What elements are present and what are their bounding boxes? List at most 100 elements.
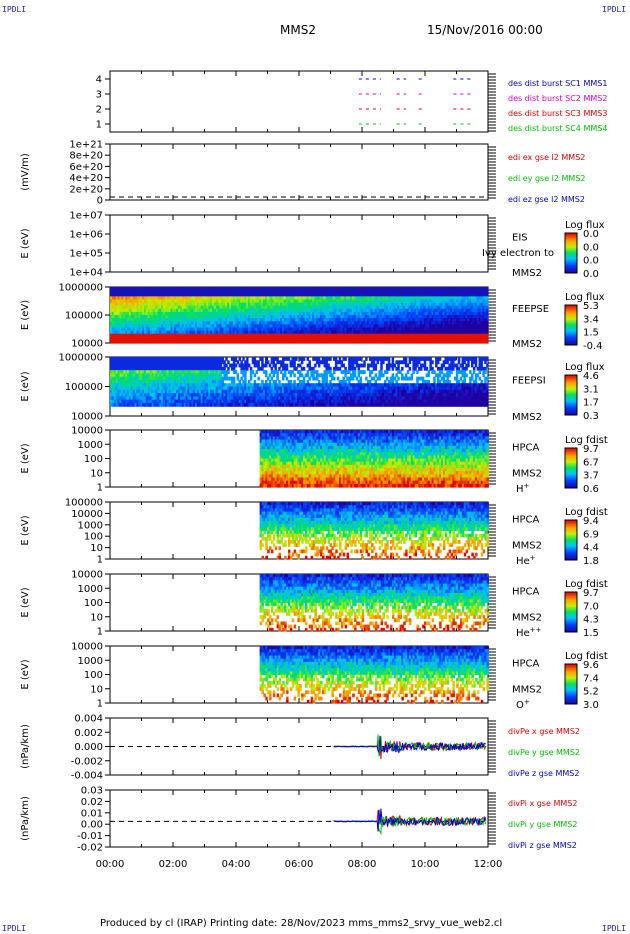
spectrogram-cell <box>149 357 153 361</box>
spectrogram-cell <box>166 357 170 361</box>
spectrogram-cell <box>157 315 160 319</box>
spectrogram-cell <box>461 330 465 335</box>
spectrogram-cell <box>195 336 198 341</box>
spectrogram-cell <box>325 299 328 304</box>
spectrogram-cell <box>399 315 402 319</box>
spectrogram-cell <box>212 299 215 304</box>
spectrogram-cell <box>338 308 342 313</box>
spectrogram-cell <box>125 299 128 304</box>
spectrogram-cell <box>474 321 478 325</box>
colorbar-tick-label: 1.7 <box>583 398 599 409</box>
spectrogram-cell <box>384 327 387 332</box>
spectrogram-cell <box>191 333 194 338</box>
spectrogram-cell <box>213 393 217 397</box>
spectrogram-cell <box>378 302 381 307</box>
spectrogram-cell <box>304 287 308 291</box>
spectrogram-cell <box>147 327 151 332</box>
spectrogram-cell <box>412 330 415 335</box>
spectrogram-cell <box>234 296 238 301</box>
spectrogram-cell <box>176 386 179 391</box>
spectrogram-cell <box>130 318 134 322</box>
spectrogram-cell <box>136 287 139 291</box>
spectrogram-cell <box>448 302 451 307</box>
spectrogram-cell <box>183 318 187 322</box>
spectrogram-cell <box>179 296 183 301</box>
spectrogram-cell <box>350 308 353 313</box>
spectrogram-cell <box>289 311 293 316</box>
spectrogram-cell <box>227 293 230 297</box>
spectrogram-cell <box>132 324 136 329</box>
spectrogram-cell <box>310 330 313 335</box>
spectrogram-cell <box>174 339 177 344</box>
spectrogram-cell <box>351 296 355 301</box>
spectrogram-cell <box>357 305 361 310</box>
spectrogram-cell <box>463 318 466 322</box>
spectrogram-cell <box>110 366 113 371</box>
spectrogram-cell <box>314 311 317 316</box>
spectrogram-cell <box>465 333 468 338</box>
spectrogram-cell <box>113 308 117 313</box>
spectrogram-cell <box>208 360 211 365</box>
spectrogram-cell <box>159 393 162 397</box>
spectrogram-cell <box>193 327 196 332</box>
spectrogram-cell <box>166 373 170 378</box>
spectrogram-cell <box>391 290 395 294</box>
spectrogram-cell <box>291 333 294 338</box>
spectrogram-cell <box>244 373 247 378</box>
spectrogram-cell <box>484 318 487 322</box>
spectrogram-cell <box>136 379 139 384</box>
spectrogram-cell <box>166 360 170 365</box>
spectrogram-cell <box>357 302 361 307</box>
spectrogram-cell <box>140 376 143 381</box>
spectrogram-cell <box>359 318 362 322</box>
spectrogram-cell <box>210 357 213 361</box>
spectrogram-cell <box>289 330 293 335</box>
spectrogram-cell <box>196 376 200 381</box>
spectrogram-cell <box>115 321 119 325</box>
spectrogram-cell <box>121 308 124 313</box>
spectrogram-cell <box>181 333 185 338</box>
spectrogram-cell <box>244 383 247 388</box>
spectrogram-cell <box>266 311 270 316</box>
spectrogram-cell <box>119 293 122 297</box>
spectrogram-cell <box>166 321 170 325</box>
spectrogram-cell <box>316 287 319 291</box>
spectrogram-cell <box>257 305 260 310</box>
spectrogram-cell <box>467 327 470 332</box>
spectrogram-cell <box>187 357 190 361</box>
spectrogram-cell <box>236 339 240 344</box>
y-axis-label: E (eV) <box>20 371 31 401</box>
spectrogram-cell <box>266 330 270 335</box>
spectrogram-cell <box>242 324 245 329</box>
spectrogram-cell <box>230 393 234 397</box>
spectrogram-cell <box>382 327 385 332</box>
spectrogram-cell <box>323 302 327 307</box>
spectrogram-cell <box>391 305 395 310</box>
spectrogram-cell <box>344 290 347 294</box>
spectrogram-cell <box>342 318 345 322</box>
spectrogram-cell <box>225 357 228 361</box>
spectrogram-cell <box>185 396 189 401</box>
spectrogram-cell <box>321 293 325 297</box>
spectrogram-cell <box>353 336 357 341</box>
spectrogram-cell <box>444 296 448 301</box>
spectrogram-cell <box>419 333 423 338</box>
spectrogram-cell <box>195 287 198 291</box>
spectrogram-cell <box>278 299 281 304</box>
spectrogram-cell <box>351 299 355 304</box>
spectrogram-cell <box>168 324 172 329</box>
spectrogram-cell <box>179 324 183 329</box>
spectrogram-cell <box>219 290 223 294</box>
spectrogram-cell <box>482 290 485 294</box>
spectrogram-cell <box>370 321 374 325</box>
spectrogram-cell <box>482 308 485 313</box>
spectrogram-cell <box>293 333 296 338</box>
spectrogram-cell <box>230 366 234 371</box>
spectrogram-cell <box>340 327 344 332</box>
y-tick-label: 1e+07 <box>69 211 103 222</box>
spectrogram-cell <box>404 339 408 344</box>
spectrogram-cell <box>480 330 483 335</box>
y-tick-label: 100000 <box>65 311 103 322</box>
spectrogram-cell <box>285 293 289 297</box>
spectrogram-cell <box>444 290 448 294</box>
